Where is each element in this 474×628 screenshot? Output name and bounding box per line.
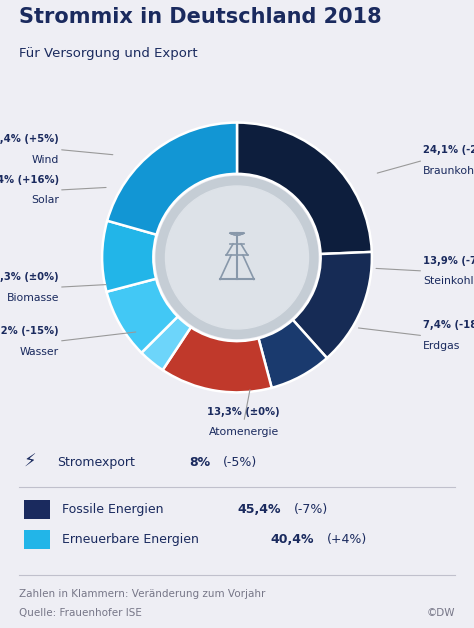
Text: 20,4% (+5%): 20,4% (+5%) [0, 134, 59, 144]
Wedge shape [107, 279, 178, 353]
Text: 13,9% (-7%): 13,9% (-7%) [423, 256, 474, 266]
Text: 13,3% (±0%): 13,3% (±0%) [208, 407, 280, 416]
Wedge shape [163, 327, 272, 392]
Text: Strommix in Deutschland 2018: Strommix in Deutschland 2018 [19, 7, 382, 27]
Text: Zahlen in Klammern: Veränderung zum Vorjahr: Zahlen in Klammern: Veränderung zum Vorj… [19, 589, 265, 599]
Text: 45,4%: 45,4% [237, 503, 281, 516]
Text: Braunkohle: Braunkohle [423, 166, 474, 176]
Circle shape [165, 186, 309, 329]
Text: Atomenergie: Atomenergie [209, 428, 279, 438]
Text: Steinkohle: Steinkohle [423, 276, 474, 286]
Text: Erdgas: Erdgas [423, 341, 461, 351]
Bar [24, 530, 50, 549]
Text: 24,1% (-2%): 24,1% (-2%) [423, 145, 474, 155]
Wedge shape [293, 252, 372, 358]
Text: (+4%): (+4%) [327, 533, 367, 546]
Text: Erneuerbare Energien: Erneuerbare Energien [62, 533, 199, 546]
Text: ⚡: ⚡ [24, 453, 36, 471]
Text: 8,3% (±0%): 8,3% (±0%) [0, 272, 59, 282]
Text: Quelle: Frauenhofer ISE: Quelle: Frauenhofer ISE [19, 608, 142, 618]
Text: 40,4%: 40,4% [270, 533, 314, 546]
Text: Stromexport: Stromexport [57, 456, 135, 468]
Wedge shape [102, 220, 156, 292]
Wedge shape [107, 122, 237, 235]
Text: (-5%): (-5%) [223, 456, 257, 468]
Wedge shape [237, 122, 372, 254]
Wedge shape [141, 317, 191, 370]
Text: Wasser: Wasser [20, 347, 59, 357]
Wedge shape [258, 320, 327, 388]
Text: 8,4% (+16%): 8,4% (+16%) [0, 175, 59, 185]
Text: Fossile Energien: Fossile Energien [62, 503, 163, 516]
Text: (-7%): (-7%) [294, 503, 328, 516]
Text: 8%: 8% [190, 456, 211, 468]
Text: Biomasse: Biomasse [7, 293, 59, 303]
Text: 3,2% (-15%): 3,2% (-15%) [0, 326, 59, 336]
Bar [24, 500, 50, 519]
Text: Solar: Solar [31, 195, 59, 205]
Text: ©DW: ©DW [427, 608, 455, 618]
Text: Für Versorgung und Export: Für Versorgung und Export [19, 47, 198, 60]
Text: Wind: Wind [32, 155, 59, 165]
Text: 7,4% (-18,5%): 7,4% (-18,5%) [423, 320, 474, 330]
